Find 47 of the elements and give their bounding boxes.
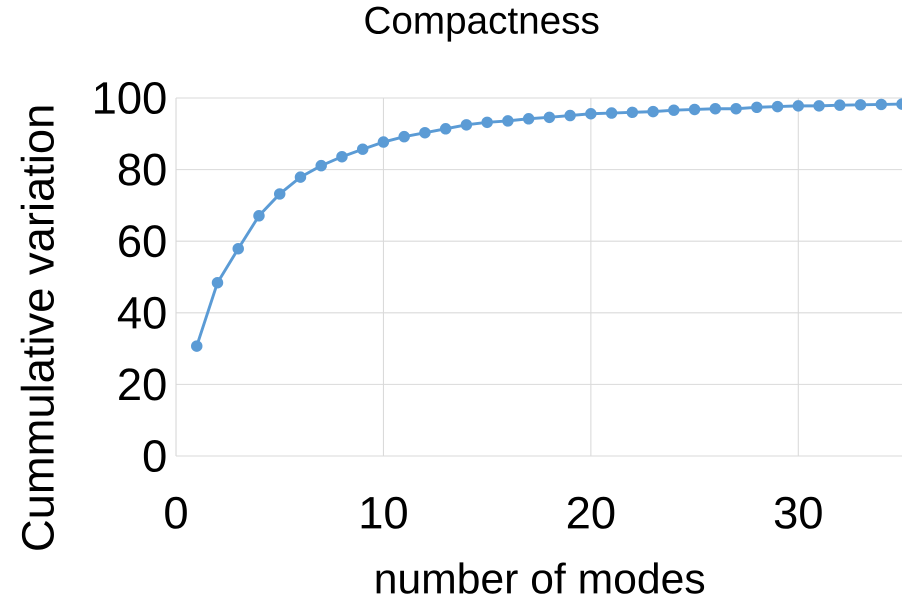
point: [854, 99, 866, 111]
x-axis-title: number of modes: [376, 562, 704, 594]
y-tick-label: 60: [119, 225, 166, 258]
point: [751, 102, 763, 114]
point: [606, 107, 618, 119]
x-tick-label: 0: [165, 496, 187, 529]
point: [834, 99, 846, 111]
x-tick-label: 20: [568, 496, 614, 529]
y-tick-label: 20: [119, 368, 166, 400]
point: [626, 106, 638, 118]
chart-title: Compactness: [365, 6, 598, 42]
point: [647, 106, 659, 118]
y-axis-title: Cummulative variation: [20, 106, 54, 550]
y-tick-label: 0: [144, 440, 166, 472]
point: [481, 116, 493, 128]
point: [876, 98, 887, 110]
point: [398, 130, 410, 142]
point: [710, 103, 722, 114]
point: [460, 119, 472, 131]
point: [813, 100, 825, 112]
point: [544, 112, 556, 124]
point: [274, 188, 286, 200]
point: [315, 160, 327, 172]
point: [232, 242, 244, 254]
point: [730, 103, 742, 114]
point: [688, 104, 700, 116]
point: [772, 100, 784, 112]
point: [502, 115, 514, 127]
point: [294, 171, 306, 183]
point: [253, 210, 265, 222]
point: [668, 104, 680, 116]
point: [564, 110, 576, 122]
point: [378, 136, 390, 148]
y-tick-label: 40: [118, 296, 166, 329]
y-tick-label: 80: [118, 154, 166, 186]
point: [191, 340, 202, 352]
point: [212, 276, 224, 288]
point: [440, 123, 452, 135]
x-tick-label: 30: [774, 496, 822, 529]
point: [356, 143, 368, 155]
y-tick-label: 100: [95, 82, 166, 114]
x-tick-label: 10: [362, 496, 407, 529]
point: [792, 100, 804, 112]
point: [585, 108, 597, 120]
point: [522, 113, 534, 124]
point: [336, 150, 348, 162]
point: [419, 126, 431, 138]
